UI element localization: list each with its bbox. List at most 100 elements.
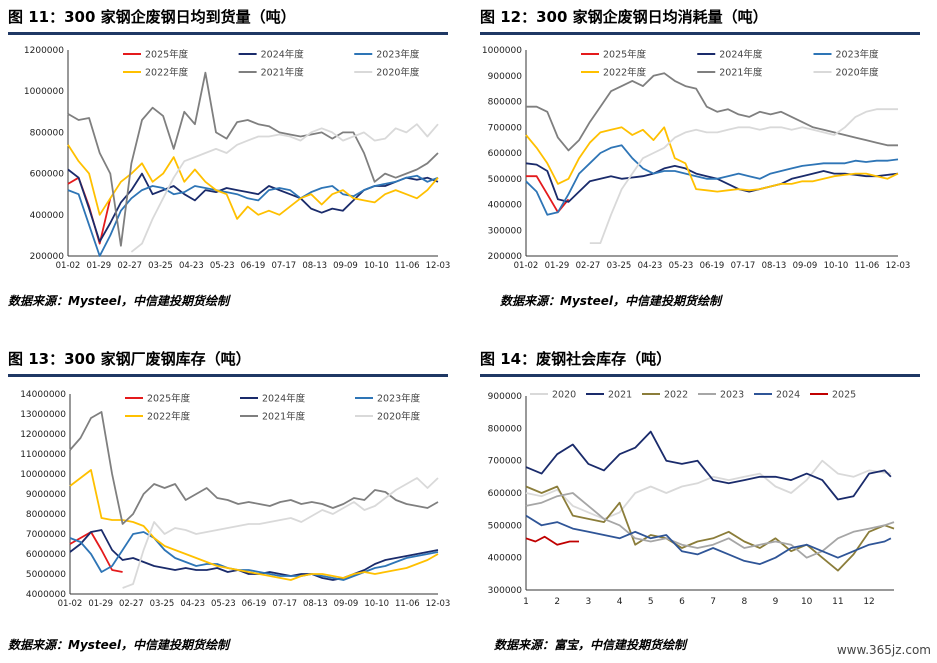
x-tick-label: 03-25 xyxy=(607,261,632,271)
y-tick-label: 8000000 xyxy=(26,510,66,520)
y-tick-label: 800000 xyxy=(488,98,523,108)
series-line-2020年度 xyxy=(122,477,439,589)
y-tick-label: 500000 xyxy=(488,521,523,531)
y-tick-label: 7000000 xyxy=(26,530,66,540)
y-tick-label: 600000 xyxy=(30,170,65,180)
x-tick-label: 08-13 xyxy=(303,599,328,609)
legend-label: 2025年度 xyxy=(603,49,647,61)
chart-source: 数据来源：Mysteel，中信建投期货绘制 xyxy=(8,638,230,652)
chart-3: 4000000 5000000 6000000 7000000 8000000 90000… xyxy=(20,390,451,609)
x-tick-label: 05-23 xyxy=(211,599,236,609)
x-tick-label: 07-17 xyxy=(731,261,756,271)
x-tick-label: 12-03 xyxy=(426,261,451,271)
y-tick-label: 1000000 xyxy=(24,87,64,97)
x-tick-label: 09-09 xyxy=(333,261,358,271)
chart-title: 图 11：300 家钢企废钢日均到货量（吨） xyxy=(8,8,296,26)
legend-label: 2025 xyxy=(832,390,856,401)
x-tick-label: 04-23 xyxy=(179,261,204,271)
x-tick-label: 04-23 xyxy=(180,599,205,609)
title-rule xyxy=(8,374,448,377)
x-tick-label: 10-10 xyxy=(364,599,389,609)
y-tick-label: 800000 xyxy=(30,128,65,138)
x-tick-label: 6 xyxy=(679,597,685,607)
y-tick-label: 600000 xyxy=(488,489,523,499)
chart-title: 图 14：废钢社会库存（吨） xyxy=(480,350,672,368)
series-line-2022 xyxy=(525,485,895,572)
x-tick-label: 11 xyxy=(832,597,843,607)
x-tick-label: 8 xyxy=(741,597,747,607)
legend-label: 2020年度 xyxy=(836,67,880,79)
legend-label: 2025年度 xyxy=(147,393,191,405)
legend-label: 2023年度 xyxy=(377,393,421,405)
y-tick-label: 10000000 xyxy=(20,470,66,480)
y-tick-label: 400000 xyxy=(488,554,523,564)
legend-label: 2022 xyxy=(664,390,688,401)
x-tick-label: 10-10 xyxy=(824,261,849,271)
x-tick-label: 03-25 xyxy=(150,599,175,609)
x-tick-label: 02-27 xyxy=(576,261,601,271)
x-tick-label: 07-17 xyxy=(272,599,297,609)
x-tick-label: 01-02 xyxy=(58,599,83,609)
legend-label: 2021年度 xyxy=(262,411,306,423)
series-line-2021年度 xyxy=(526,72,898,152)
y-tick-label: 900000 xyxy=(488,392,523,402)
series-line-2023 xyxy=(525,492,895,559)
legend-label: 2023 xyxy=(720,390,744,401)
y-tick-label: 9000000 xyxy=(26,490,66,500)
legend-label: 2020年度 xyxy=(377,411,421,423)
y-tick-label: 11000000 xyxy=(20,450,66,460)
legend-label: 2021 xyxy=(608,390,632,401)
x-tick-label: 09-09 xyxy=(334,599,359,609)
y-tick-label: 900000 xyxy=(488,72,523,82)
y-tick-label: 6000000 xyxy=(26,550,66,560)
legend-label: 2024年度 xyxy=(261,49,305,61)
x-tick-label: 2 xyxy=(554,597,560,607)
legend-label: 2022年度 xyxy=(145,67,189,79)
x-tick-label: 7 xyxy=(710,597,716,607)
series-line-2021年度 xyxy=(69,411,439,525)
series-line-2024年度 xyxy=(525,162,899,203)
series-line-2020年度 xyxy=(589,108,898,244)
chart-panel-2: 图 12：300 家钢企废钢日均消耗量（吨） 200000 300000 40000… xyxy=(480,6,920,316)
x-tick-label: 01-02 xyxy=(56,261,81,271)
x-tick-label: 3 xyxy=(586,597,592,607)
y-tick-label: 200000 xyxy=(30,252,65,262)
x-tick-label: 08-13 xyxy=(302,261,327,271)
x-tick-label: 04-23 xyxy=(638,261,663,271)
y-tick-label: 700000 xyxy=(488,123,523,133)
x-tick-label: 10-10 xyxy=(364,261,389,271)
x-tick-label: 01-29 xyxy=(88,599,113,609)
x-tick-label: 12-03 xyxy=(886,261,911,271)
x-tick-label: 12 xyxy=(863,597,874,607)
y-tick-label: 700000 xyxy=(488,457,523,467)
legend-label: 2023年度 xyxy=(836,49,880,61)
chart-panel-3: 图 13：300 家钢厂废钢库存（吨） 4000000 5000000 600000… xyxy=(8,348,451,658)
legend-label: 2025年度 xyxy=(145,49,189,61)
x-tick-label: 06-19 xyxy=(241,261,266,271)
x-tick-label: 1 xyxy=(523,597,529,607)
x-tick-label: 02-27 xyxy=(119,599,144,609)
title-rule xyxy=(8,32,448,35)
y-tick-label: 800000 xyxy=(488,424,523,434)
legend-label: 2024年度 xyxy=(719,49,763,61)
chart-1: 200000 400000 600000 800000 1000000 1200000 01… xyxy=(24,46,451,271)
series-line-2023年度 xyxy=(67,174,439,257)
legend-label: 2022年度 xyxy=(147,411,191,423)
x-tick-label: 5 xyxy=(648,597,654,607)
x-tick-label: 11-06 xyxy=(395,261,420,271)
chart-source: 数据来源：富宝，中信建投期货绘制 xyxy=(494,638,687,652)
series-line-2020年度 xyxy=(130,123,439,253)
title-rule xyxy=(480,32,920,35)
y-tick-label: 14000000 xyxy=(20,390,66,400)
x-tick-label: 09-09 xyxy=(793,261,818,271)
x-tick-label: 01-29 xyxy=(545,261,570,271)
y-tick-label: 400000 xyxy=(488,201,523,211)
series-line-2024年度 xyxy=(69,529,439,581)
chart-title: 图 13：300 家钢厂废钢库存（吨） xyxy=(8,350,251,368)
legend-label: 2020 xyxy=(552,390,576,401)
series-line-2025 xyxy=(525,535,579,546)
x-tick-label: 05-23 xyxy=(669,261,694,271)
x-tick-label: 03-25 xyxy=(148,261,173,271)
x-tick-label: 12-03 xyxy=(426,599,451,609)
chart-4: 300000 400000 500000 600000 700000 800000 9000… xyxy=(488,390,895,607)
